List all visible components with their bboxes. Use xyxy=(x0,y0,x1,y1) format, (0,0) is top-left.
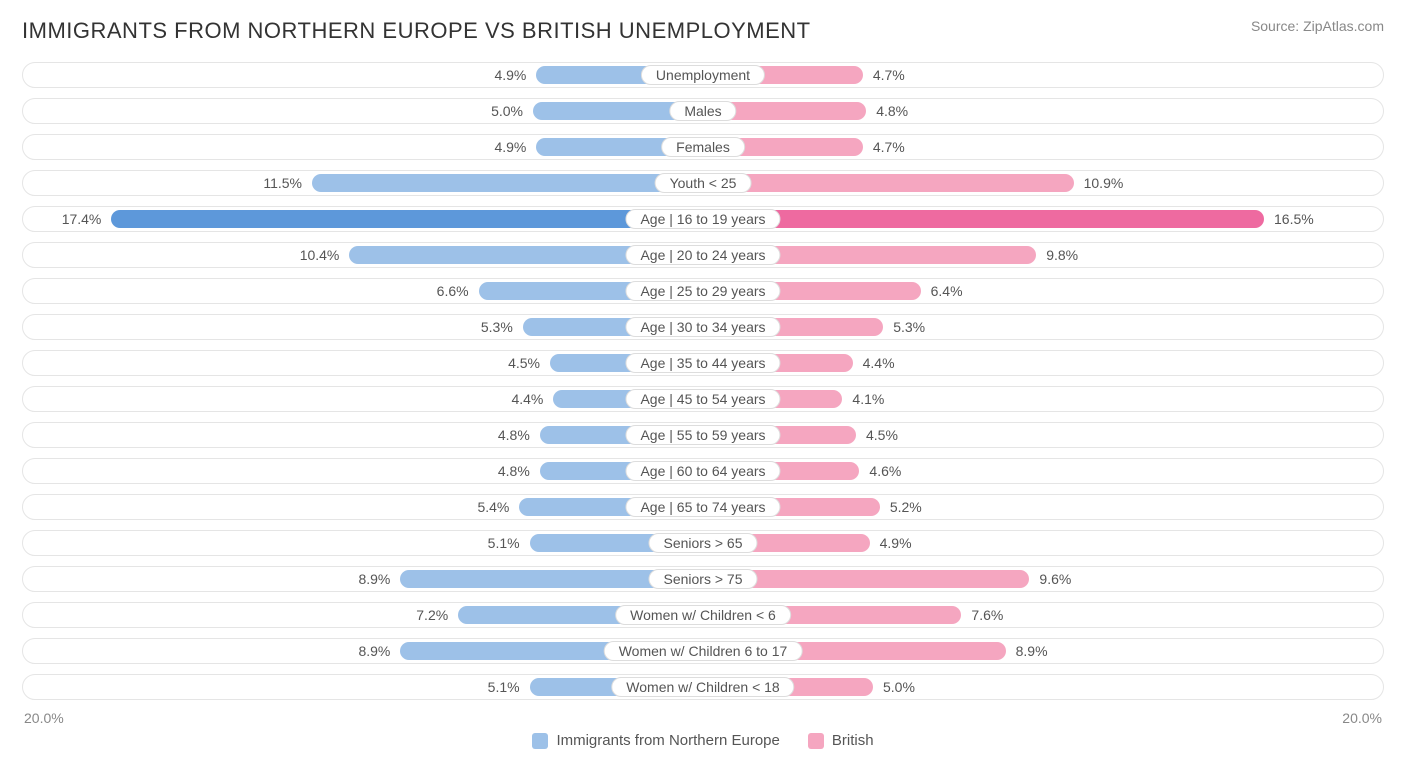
value-right: 7.6% xyxy=(961,603,1003,627)
value-right: 8.9% xyxy=(1006,639,1048,663)
category-label: Age | 30 to 34 years xyxy=(625,317,780,337)
category-label: Seniors > 75 xyxy=(649,569,758,589)
value-left: 4.9% xyxy=(494,63,536,87)
value-right: 5.2% xyxy=(880,495,922,519)
legend-label-left: Immigrants from Northern Europe xyxy=(556,732,779,749)
source-attribution: Source: ZipAtlas.com xyxy=(1251,18,1384,34)
value-right: 4.1% xyxy=(842,387,884,411)
chart-row: 4.5% 4.4% Age | 35 to 44 years xyxy=(22,350,1384,376)
value-left: 17.4% xyxy=(62,207,112,231)
category-label: Unemployment xyxy=(641,65,765,85)
chart-row: 7.2% 7.6% Women w/ Children < 6 xyxy=(22,602,1384,628)
value-left: 5.3% xyxy=(481,315,523,339)
value-left: 4.4% xyxy=(511,387,553,411)
chart-row: 4.8% 4.5% Age | 55 to 59 years xyxy=(22,422,1384,448)
category-label: Age | 35 to 44 years xyxy=(625,353,780,373)
value-left: 5.0% xyxy=(491,99,533,123)
legend-swatch-right xyxy=(808,733,824,749)
category-label: Youth < 25 xyxy=(655,173,752,193)
chart-row: 5.3% 5.3% Age | 30 to 34 years xyxy=(22,314,1384,340)
category-label: Females xyxy=(661,137,745,157)
value-right: 16.5% xyxy=(1264,207,1314,231)
value-left: 7.2% xyxy=(416,603,458,627)
category-label: Age | 20 to 24 years xyxy=(625,245,780,265)
chart-row: 11.5% 10.9% Youth < 25 xyxy=(22,170,1384,196)
category-label: Seniors > 65 xyxy=(649,533,758,553)
chart-row: 5.1% 4.9% Seniors > 65 xyxy=(22,530,1384,556)
chart-row: 10.4% 9.8% Age | 20 to 24 years xyxy=(22,242,1384,268)
value-right: 4.4% xyxy=(853,351,895,375)
legend-item-right: British xyxy=(808,732,874,749)
category-label: Age | 16 to 19 years xyxy=(625,209,780,229)
category-label: Age | 65 to 74 years xyxy=(625,497,780,517)
category-label: Women w/ Children < 18 xyxy=(611,677,794,697)
value-right: 4.9% xyxy=(870,531,912,555)
x-axis-right-max: 20.0% xyxy=(1342,710,1382,726)
chart-row: 4.9% 4.7% Unemployment xyxy=(22,62,1384,88)
category-label: Age | 60 to 64 years xyxy=(625,461,780,481)
value-right: 6.4% xyxy=(921,279,963,303)
value-left: 8.9% xyxy=(358,639,400,663)
value-left: 11.5% xyxy=(263,171,312,195)
value-right: 9.8% xyxy=(1036,243,1078,267)
value-right: 5.3% xyxy=(883,315,925,339)
value-right: 5.0% xyxy=(873,675,915,699)
value-left: 4.5% xyxy=(508,351,550,375)
chart-row: 6.6% 6.4% Age | 25 to 29 years xyxy=(22,278,1384,304)
chart-row: 4.4% 4.1% Age | 45 to 54 years xyxy=(22,386,1384,412)
legend: Immigrants from Northern Europe British xyxy=(22,732,1384,749)
value-left: 4.8% xyxy=(498,459,540,483)
value-left: 6.6% xyxy=(437,279,479,303)
chart-row: 8.9% 9.6% Seniors > 75 xyxy=(22,566,1384,592)
header: IMMIGRANTS FROM NORTHERN EUROPE VS BRITI… xyxy=(22,18,1384,44)
value-left: 5.1% xyxy=(488,531,530,555)
x-axis-left-max: 20.0% xyxy=(24,710,64,726)
category-label: Women w/ Children < 6 xyxy=(615,605,791,625)
chart-row: 5.1% 5.0% Women w/ Children < 18 xyxy=(22,674,1384,700)
chart-row: 4.9% 4.7% Females xyxy=(22,134,1384,160)
bar-right xyxy=(703,210,1264,228)
category-label: Males xyxy=(669,101,736,121)
value-right: 9.6% xyxy=(1029,567,1071,591)
chart-row: 5.4% 5.2% Age | 65 to 74 years xyxy=(22,494,1384,520)
value-right: 10.9% xyxy=(1074,171,1124,195)
category-label: Age | 55 to 59 years xyxy=(625,425,780,445)
value-left: 5.1% xyxy=(488,675,530,699)
diverging-bar-chart: 4.9% 4.7% Unemployment 5.0% 4.8% Males 4.9% 4.7… xyxy=(22,62,1384,700)
value-right: 4.7% xyxy=(863,135,905,159)
value-left: 4.8% xyxy=(498,423,540,447)
chart-row: 4.8% 4.6% Age | 60 to 64 years xyxy=(22,458,1384,484)
bar-left xyxy=(111,210,703,228)
bar-left xyxy=(312,174,703,192)
chart-row: 17.4% 16.5% Age | 16 to 19 years xyxy=(22,206,1384,232)
value-right: 4.5% xyxy=(856,423,898,447)
legend-label-right: British xyxy=(832,732,874,749)
value-left: 5.4% xyxy=(477,495,519,519)
category-label: Women w/ Children 6 to 17 xyxy=(604,641,803,661)
chart-row: 8.9% 8.9% Women w/ Children 6 to 17 xyxy=(22,638,1384,664)
bar-right xyxy=(703,174,1074,192)
chart-row: 5.0% 4.8% Males xyxy=(22,98,1384,124)
category-label: Age | 45 to 54 years xyxy=(625,389,780,409)
legend-swatch-left xyxy=(532,733,548,749)
value-left: 8.9% xyxy=(358,567,400,591)
value-right: 4.6% xyxy=(859,459,901,483)
category-label: Age | 25 to 29 years xyxy=(625,281,780,301)
x-axis: 20.0% 20.0% xyxy=(22,710,1384,726)
value-right: 4.7% xyxy=(863,63,905,87)
legend-item-left: Immigrants from Northern Europe xyxy=(532,732,779,749)
value-right: 4.8% xyxy=(866,99,908,123)
value-left: 10.4% xyxy=(300,243,350,267)
chart-title: IMMIGRANTS FROM NORTHERN EUROPE VS BRITI… xyxy=(22,18,811,44)
value-left: 4.9% xyxy=(494,135,536,159)
